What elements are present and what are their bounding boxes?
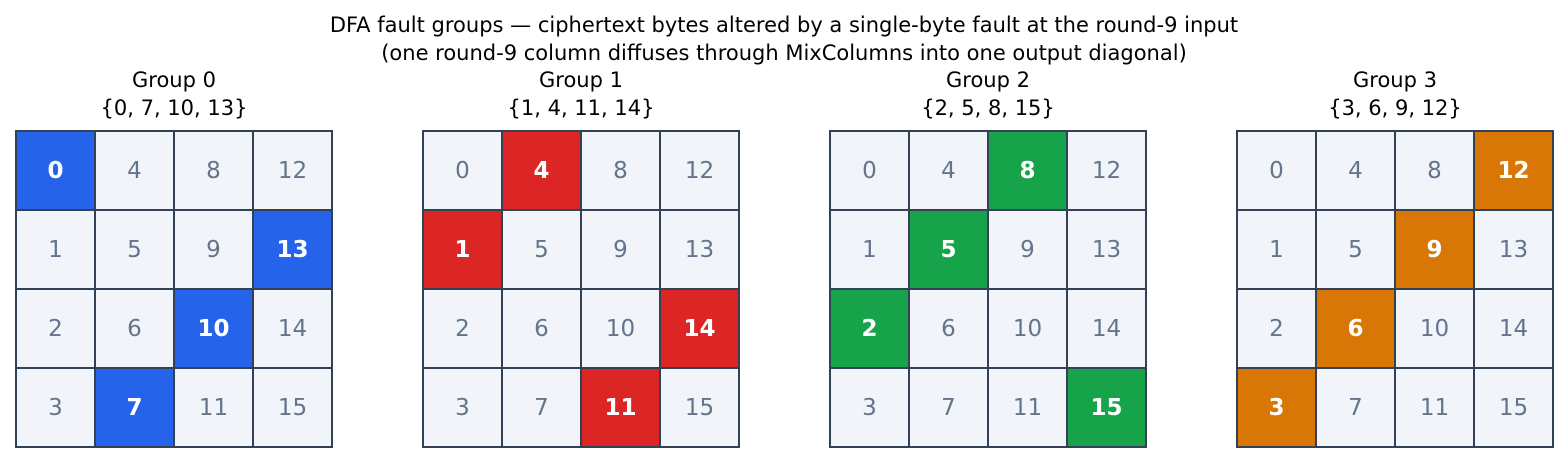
byte-cell-15: 15 — [1068, 369, 1145, 446]
byte-cell-0: 0 — [1238, 132, 1315, 209]
byte-cell-3: 3 — [1238, 369, 1315, 446]
byte-cell-5: 5 — [503, 211, 580, 288]
byte-cell-8: 8 — [582, 132, 659, 209]
byte-cell-13: 13 — [661, 211, 738, 288]
group-panel-3: Group 3 {3, 6, 9, 12} 0 4 8 12 1 5 9 13 2 6 10 14 3 7… — [1236, 66, 1554, 448]
byte-cell-14: 14 — [254, 290, 331, 367]
byte-cell-9: 9 — [989, 211, 1066, 288]
byte-cell-3: 3 — [831, 369, 908, 446]
byte-cell-11: 11 — [582, 369, 659, 446]
byte-cell-2: 2 — [424, 290, 501, 367]
group-panel-2: Group 2 {2, 5, 8, 15} 0 4 8 12 1 5 9 13 2 6 10 14 3 7… — [829, 66, 1147, 448]
byte-cell-8: 8 — [1396, 132, 1473, 209]
byte-cell-9: 9 — [175, 211, 252, 288]
state-grid: 0 4 8 12 1 5 9 13 2 6 10 14 3 7 11 15 — [422, 130, 740, 448]
group-byte-set: {0, 7, 10, 13} — [100, 96, 248, 120]
byte-cell-4: 4 — [910, 132, 987, 209]
byte-cell-1: 1 — [831, 211, 908, 288]
byte-cell-13: 13 — [1068, 211, 1145, 288]
byte-cell-2: 2 — [1238, 290, 1315, 367]
byte-cell-4: 4 — [1317, 132, 1394, 209]
state-grid: 0 4 8 12 1 5 9 13 2 6 10 14 3 7 11 15 — [829, 130, 1147, 448]
byte-cell-14: 14 — [1068, 290, 1145, 367]
byte-cell-12: 12 — [1475, 132, 1552, 209]
byte-cell-7: 7 — [96, 369, 173, 446]
byte-cell-11: 11 — [1396, 369, 1473, 446]
byte-cell-8: 8 — [175, 132, 252, 209]
byte-cell-12: 12 — [1068, 132, 1145, 209]
state-grid: 0 4 8 12 1 5 9 13 2 6 10 14 3 7 11 15 — [15, 130, 333, 448]
byte-cell-6: 6 — [1317, 290, 1394, 367]
byte-cell-2: 2 — [17, 290, 94, 367]
group-byte-set: {3, 6, 9, 12} — [1328, 96, 1462, 120]
byte-cell-0: 0 — [424, 132, 501, 209]
byte-cell-12: 12 — [661, 132, 738, 209]
byte-cell-7: 7 — [910, 369, 987, 446]
group-title: Group 3 — [1353, 68, 1437, 92]
byte-cell-4: 4 — [96, 132, 173, 209]
byte-cell-6: 6 — [503, 290, 580, 367]
byte-cell-1: 1 — [424, 211, 501, 288]
figure-title-line-2: (one round-9 column diffuses through Mix… — [381, 41, 1187, 65]
byte-cell-4: 4 — [503, 132, 580, 209]
byte-cell-5: 5 — [96, 211, 173, 288]
byte-cell-10: 10 — [175, 290, 252, 367]
byte-cell-3: 3 — [17, 369, 94, 446]
byte-cell-10: 10 — [582, 290, 659, 367]
byte-cell-14: 14 — [1475, 290, 1552, 367]
state-grid: 0 4 8 12 1 5 9 13 2 6 10 14 3 7 11 15 — [1236, 130, 1554, 448]
byte-cell-10: 10 — [1396, 290, 1473, 367]
byte-cell-14: 14 — [661, 290, 738, 367]
byte-cell-2: 2 — [831, 290, 908, 367]
byte-cell-6: 6 — [96, 290, 173, 367]
byte-cell-1: 1 — [1238, 211, 1315, 288]
byte-cell-9: 9 — [1396, 211, 1473, 288]
byte-cell-7: 7 — [503, 369, 580, 446]
byte-cell-7: 7 — [1317, 369, 1394, 446]
byte-cell-12: 12 — [254, 132, 331, 209]
byte-cell-5: 5 — [1317, 211, 1394, 288]
byte-cell-11: 11 — [175, 369, 252, 446]
byte-cell-5: 5 — [910, 211, 987, 288]
group-title: Group 0 — [132, 68, 216, 92]
group-byte-set: {1, 4, 11, 14} — [507, 96, 655, 120]
byte-cell-1: 1 — [17, 211, 94, 288]
group-panel-1: Group 1 {1, 4, 11, 14} 0 4 8 12 1 5 9 13 2 6 10 14 3… — [422, 66, 740, 448]
byte-cell-15: 15 — [1475, 369, 1552, 446]
byte-cell-15: 15 — [661, 369, 738, 446]
byte-cell-0: 0 — [17, 132, 94, 209]
group-byte-set: {2, 5, 8, 15} — [921, 96, 1055, 120]
byte-cell-15: 15 — [254, 369, 331, 446]
byte-cell-13: 13 — [254, 211, 331, 288]
group-title: Group 2 — [946, 68, 1030, 92]
group-title: Group 1 — [539, 68, 623, 92]
byte-cell-13: 13 — [1475, 211, 1552, 288]
byte-cell-11: 11 — [989, 369, 1066, 446]
group-panel-0: Group 0 {0, 7, 10, 13} 0 4 8 12 1 5 9 13 2 6 10 14 3… — [15, 66, 333, 448]
byte-cell-9: 9 — [582, 211, 659, 288]
figure-title-line-1: DFA fault groups — ciphertext bytes alte… — [329, 13, 1239, 37]
byte-cell-8: 8 — [989, 132, 1066, 209]
byte-cell-0: 0 — [831, 132, 908, 209]
byte-cell-6: 6 — [910, 290, 987, 367]
byte-cell-3: 3 — [424, 369, 501, 446]
byte-cell-10: 10 — [989, 290, 1066, 367]
